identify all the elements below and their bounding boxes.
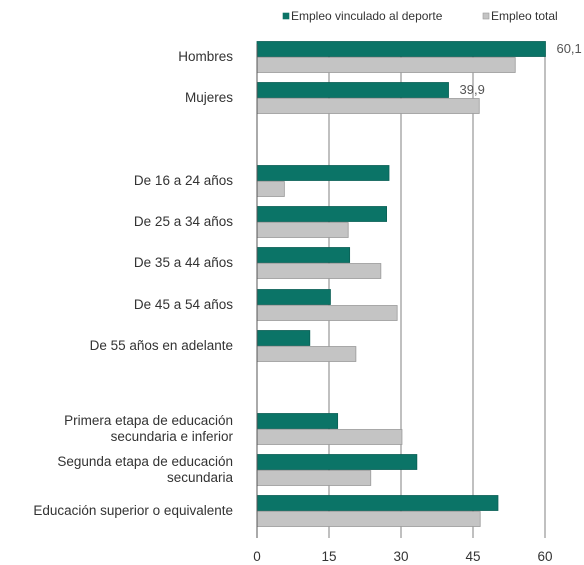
legend-label-sport-employment: Empleo vinculado al deporte xyxy=(291,9,443,23)
category-label: Educación superior o equivalente xyxy=(33,503,233,518)
category-label: secundaria xyxy=(167,470,234,485)
category-label: Hombres xyxy=(178,49,233,64)
data-label: 60,1 xyxy=(556,41,581,56)
bar-total-employment xyxy=(256,222,349,238)
bar-sport-employment xyxy=(256,495,499,511)
x-tick-labels: 0 15 30 45 60 xyxy=(253,549,552,564)
category-label: De 25 a 34 años xyxy=(134,214,233,229)
bar-total-employment xyxy=(256,263,382,279)
bar-total-employment xyxy=(256,57,516,73)
bar-sport-employment xyxy=(256,247,351,263)
legend: Empleo vinculado al deporte Empleo total xyxy=(282,9,558,23)
category-label: De 16 a 24 años xyxy=(134,173,233,188)
data-label: 39,9 xyxy=(460,82,485,97)
bar-total-employment xyxy=(256,470,372,486)
bar-total-employment xyxy=(256,305,398,321)
category-label: De 45 a 54 años xyxy=(134,297,233,312)
category-label: Mujeres xyxy=(185,90,233,105)
category-label: De 55 años en adelante xyxy=(90,338,233,353)
x-tick-label: 60 xyxy=(537,549,552,564)
bars xyxy=(256,41,546,527)
bar-sport-employment xyxy=(256,289,331,305)
x-tick-label: 15 xyxy=(321,549,336,564)
bar-total-employment xyxy=(256,429,403,445)
bar-total-employment xyxy=(256,181,285,197)
category-labels: Hombres Mujeres De 16 a 24 años De 25 a 34 … xyxy=(33,49,233,518)
bar-sport-employment xyxy=(256,206,388,222)
bar-sport-employment xyxy=(256,413,339,429)
category-label: Primera etapa de educación xyxy=(64,413,233,428)
bar-sport-employment xyxy=(256,454,418,470)
x-tick-label: 45 xyxy=(465,549,480,564)
bar-sport-employment xyxy=(256,165,390,181)
category-label: De 35 a 44 años xyxy=(134,255,233,270)
legend-swatch-total-employment xyxy=(482,12,490,20)
bar-total-employment xyxy=(256,511,481,527)
bar-sport-employment xyxy=(256,82,449,98)
legend-label-total-employment: Empleo total xyxy=(491,9,558,23)
category-label: secundaria e inferior xyxy=(111,429,234,444)
bar-total-employment xyxy=(256,346,357,362)
bar-sport-employment xyxy=(256,330,311,346)
x-tick-label: 30 xyxy=(393,549,408,564)
legend-swatch-sport-employment xyxy=(282,12,290,20)
bar-total-employment xyxy=(256,98,480,114)
bar-sport-employment xyxy=(256,41,546,57)
category-label: Segunda etapa de educación xyxy=(57,454,233,469)
x-tick-label: 0 xyxy=(253,549,261,564)
